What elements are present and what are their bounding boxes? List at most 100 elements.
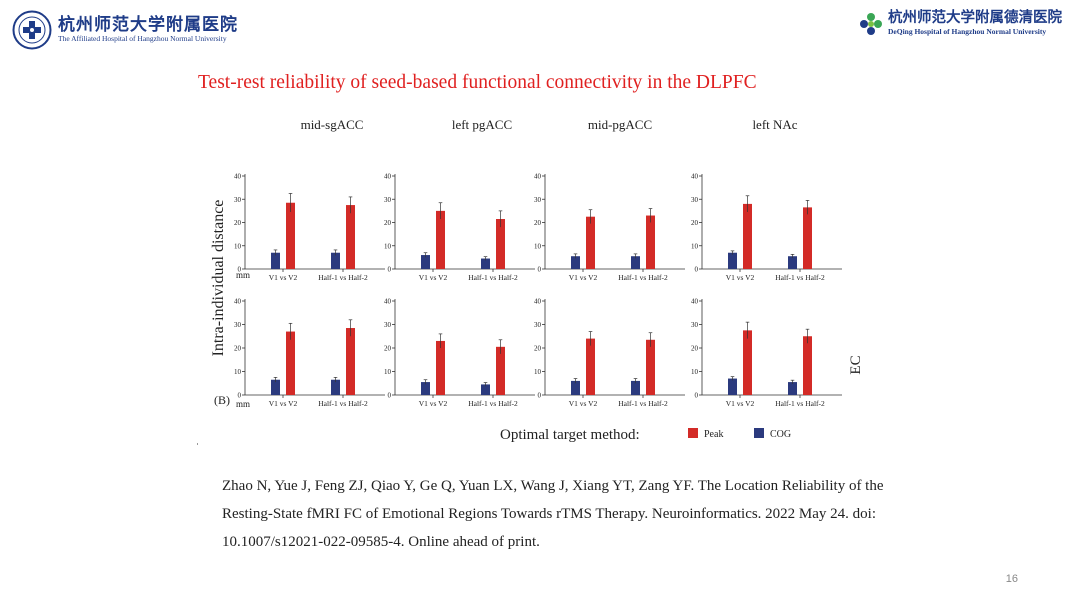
bar-cog — [421, 382, 430, 395]
y-tick-label: 40 — [534, 298, 542, 306]
x-tick-label: Half-1 vs Half-2 — [775, 399, 825, 408]
panel-ec-mid-sgacc: 0 10 20 30 40 V1 vs V2 Half-1 vs Half-2 — [234, 298, 385, 408]
left-hospital-name-cn: 杭州师范大学附属医院 — [58, 15, 238, 35]
y-tick-label: 20 — [234, 345, 242, 353]
error-bar-peak — [288, 322, 293, 340]
column-title-left-pgacc: left pgACC — [452, 117, 512, 132]
error-bar-peak — [498, 210, 503, 228]
error-bar-peak — [745, 195, 750, 213]
hospital-seal-icon — [12, 10, 52, 50]
y-tick-label: 20 — [534, 219, 542, 227]
y-tick-label: 10 — [384, 242, 392, 250]
error-bar-peak — [805, 328, 810, 344]
row-label-ec-wrapper: EC — [848, 355, 864, 374]
panel-ec-left-nac: 0 10 20 30 40 V1 vs V2 Half-1 vs Half-2 — [691, 298, 842, 408]
y-tick-label: 40 — [384, 298, 392, 306]
y-tick-label: 20 — [691, 345, 699, 353]
y-tick-label: 30 — [384, 196, 392, 204]
y-axis-label: Intra-individual distance — [210, 200, 227, 357]
left-hospital-logo: 杭州师范大学附属医院 The Affiliated Hospital of Ha… — [12, 10, 238, 50]
x-tick-label: Half-1 vs Half-2 — [318, 273, 368, 282]
y-tick-label: 10 — [234, 242, 242, 250]
y-tick-label: 0 — [388, 266, 392, 274]
x-tick-label: Half-1 vs Half-2 — [775, 273, 825, 282]
bar-cog — [728, 252, 737, 269]
x-tick-label: V1 vs V2 — [569, 399, 598, 408]
y-tick-label: 0 — [238, 392, 242, 400]
bar-cog — [481, 384, 490, 395]
right-hospital-logo: 杭州师范大学附属德清医院 DeQing Hospital of Hangzhou… — [858, 10, 1062, 37]
error-bar-peak — [438, 202, 443, 220]
x-tick-label: V1 vs V2 — [419, 399, 448, 408]
bar-cog — [788, 382, 797, 395]
bar-peak — [346, 328, 355, 395]
y-tick-label: 30 — [534, 196, 542, 204]
bar-peak — [646, 215, 655, 269]
chart-panels: 0 10 20 30 40 V1 vs V2 Half-1 vs Half-2 0 10 20 30… — [234, 173, 842, 408]
error-bar-cog — [333, 377, 338, 383]
x-tick-label: Half-1 vs Half-2 — [618, 273, 668, 282]
panel-eo-left-pgacc: 0 10 20 30 40 V1 vs V2 Half-1 vs Half-2 — [384, 173, 535, 282]
x-tick-label: Half-1 vs Half-2 — [618, 399, 668, 408]
y-tick-label: 30 — [691, 321, 699, 329]
error-bar-cog — [423, 252, 428, 258]
y-tick-label: 40 — [691, 298, 699, 306]
error-bar-peak — [498, 339, 503, 354]
bar-peak — [646, 339, 655, 395]
flower-emblem-icon — [860, 12, 882, 35]
error-bar-peak — [288, 193, 293, 213]
bar-peak — [743, 203, 752, 269]
y-tick-label: 0 — [538, 392, 542, 400]
x-tick-label: V1 vs V2 — [269, 273, 298, 282]
bar-cog — [788, 256, 797, 269]
bar-cog — [331, 252, 340, 269]
bar-cog — [271, 379, 280, 395]
error-bar-peak — [588, 209, 593, 224]
right-hospital-name-en: DeQing Hospital of Hangzhou Normal Unive… — [888, 27, 1047, 36]
panel-eo-left-nac: 0 10 20 30 40 V1 vs V2 Half-1 vs Half-2 — [691, 173, 842, 282]
y-tick-label: 20 — [534, 345, 542, 353]
error-bar-cog — [790, 379, 795, 384]
bar-peak — [586, 338, 595, 395]
y-tick-label: 20 — [384, 345, 392, 353]
y-tick-label: 30 — [384, 321, 392, 329]
bar-cog — [631, 256, 640, 269]
panel-ec-mid-pgacc: 0 10 20 30 40 V1 vs V2 Half-1 vs Half-2 — [534, 298, 685, 408]
error-bar-peak — [588, 331, 593, 346]
y-tick-label: 30 — [534, 321, 542, 329]
bar-peak — [436, 210, 445, 269]
y-tick-label: 10 — [234, 368, 242, 376]
error-bar-cog — [633, 378, 638, 384]
legend-label-cog: COG — [770, 429, 791, 440]
bar-peak — [496, 219, 505, 269]
y-tick-label: 40 — [534, 173, 542, 181]
bar-cog — [331, 379, 340, 395]
error-bar-cog — [730, 376, 735, 381]
citation-text: Zhao N, Yue J, Feng ZJ, Qiao Y, Ge Q, Yu… — [222, 478, 884, 550]
error-bar-cog — [273, 377, 278, 383]
error-bar-peak — [745, 321, 750, 339]
bar-cog — [421, 255, 430, 269]
bar-peak — [803, 336, 812, 395]
bar-cog — [271, 252, 280, 269]
panel-ec-left-pgacc: 0 10 20 30 40 V1 vs V2 Half-1 vs Half-2 — [384, 298, 535, 408]
stray-dot — [197, 443, 198, 445]
bar-peak — [586, 216, 595, 269]
y-tick-label: 30 — [234, 321, 242, 329]
error-bar-peak — [348, 319, 353, 337]
legend-swatch-peak — [688, 428, 698, 438]
error-bar-cog — [423, 379, 428, 385]
y-tick-label: 40 — [234, 298, 242, 306]
x-tick-label: Half-1 vs Half-2 — [318, 399, 368, 408]
error-bar-cog — [483, 256, 488, 261]
panel-eo-mid-sgacc: 0 10 20 30 40 V1 vs V2 Half-1 vs Half-2 — [234, 173, 385, 282]
reliability-bar-chart-figure: mid-sgACC left pgACC mid-pgACC left NAc 0 10… — [210, 117, 845, 443]
x-tick-label: V1 vs V2 — [726, 273, 755, 282]
y-tick-label: 10 — [384, 368, 392, 376]
right-hospital-name-cn: 杭州师范大学附属德清医院 — [888, 10, 1062, 26]
slide-title: Test-rest reliability of seed-based func… — [198, 72, 757, 93]
y-tick-label: 40 — [384, 173, 392, 181]
y-tick-label: 40 — [234, 173, 242, 181]
y-tick-label: 20 — [691, 219, 699, 227]
error-bar-cog — [483, 382, 488, 387]
